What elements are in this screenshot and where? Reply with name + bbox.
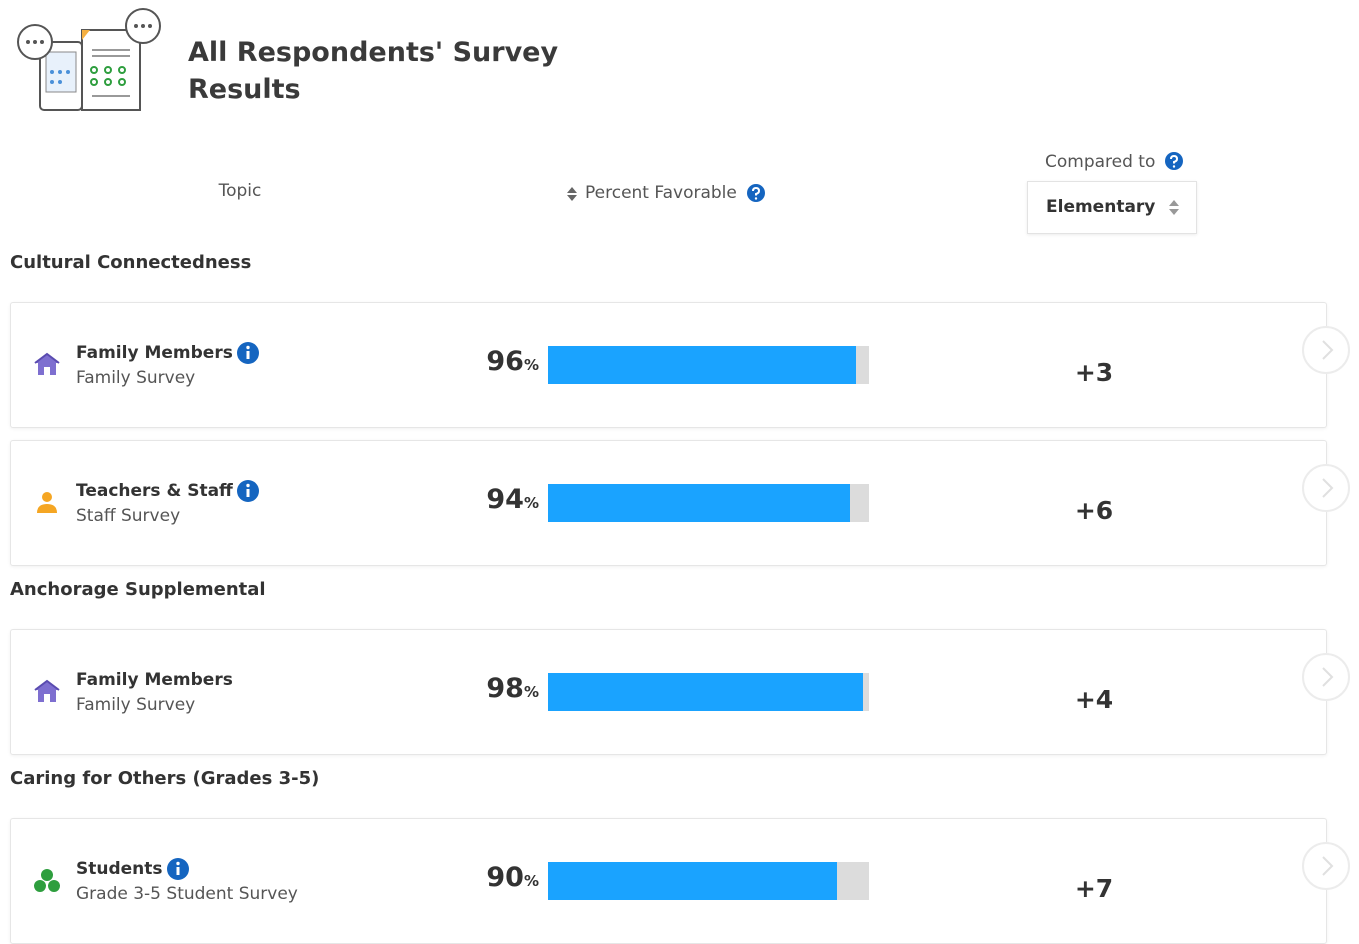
bar-track [548,346,869,384]
result-card: Students Grade 3-5 Student Survey 90% +7 [10,818,1327,944]
section-title: Cultural Connectedness [10,252,252,273]
respondent-icon [34,352,60,375]
percent-unit: % [523,683,539,701]
page-title: All Respondents' Survey Results [188,37,559,105]
info-icon[interactable] [237,480,259,502]
bar-track [548,673,869,711]
info-icon[interactable] [237,342,259,364]
row-chevron[interactable] [1301,841,1351,891]
section-title: Caring for Others (Grades 3-5) [10,768,320,789]
column-header: Topic [218,181,262,201]
select-arrows [1169,200,1179,215]
survey-name: Family Survey [76,695,196,715]
percent-value: 96 [486,346,524,377]
section-title: Anchorage Supplemental [10,579,266,600]
respondent-name: Teachers & Staff [76,481,233,501]
header-illustration [17,8,161,111]
result-card: Family Members Family Survey 96% +3 [10,302,1327,428]
compared-label: Compared to [1045,152,1156,172]
row-chevron[interactable] [1301,463,1351,513]
info-icon[interactable] [167,858,189,880]
bar-track [548,484,869,522]
result-card: Family Members Family Survey 98% +4 [10,629,1327,755]
result-card: Teachers & Staff Staff Survey 94% +6 [10,440,1327,566]
change-value: +3 [1074,358,1114,387]
percent-unit: % [523,872,539,890]
bar-fill [548,673,863,711]
respondent-name: Family Members [76,343,233,363]
change-value: +6 [1074,496,1114,525]
percent-unit: % [523,494,539,512]
percent-favorable: 98% [419,673,539,704]
respondent-icon [34,679,60,702]
percent-value: 90 [486,862,524,893]
select-value: Elementary [1046,197,1156,217]
change-value: +4 [1074,685,1114,714]
percent-unit: % [523,356,539,374]
sort-icon[interactable] [566,186,578,202]
change-value: +7 [1074,874,1114,903]
column-header[interactable]: Percent Favorable [585,183,737,203]
survey-name: Staff Survey [76,506,181,526]
respondent-icon [37,492,57,513]
respondent-icon [34,869,60,892]
percent-value: 94 [486,484,524,515]
compare-select[interactable]: Elementary [1027,181,1197,234]
respondent-name: Family Members [76,670,233,690]
bar-fill [548,484,850,522]
bar-fill [548,862,837,900]
help-icon[interactable] [747,184,765,202]
survey-name: Family Survey [76,368,196,388]
bar-track [548,862,869,900]
row-chevron[interactable] [1301,652,1351,702]
row-chevron[interactable] [1301,325,1351,375]
percent-value: 98 [486,673,524,704]
survey-name: Grade 3-5 Student Survey [76,884,298,904]
percent-favorable: 96% [419,346,539,377]
percent-favorable: 90% [419,862,539,893]
respondent-name: Students [76,859,163,879]
percent-favorable: 94% [419,484,539,515]
help-icon[interactable] [1165,152,1183,170]
bar-fill [548,346,857,384]
